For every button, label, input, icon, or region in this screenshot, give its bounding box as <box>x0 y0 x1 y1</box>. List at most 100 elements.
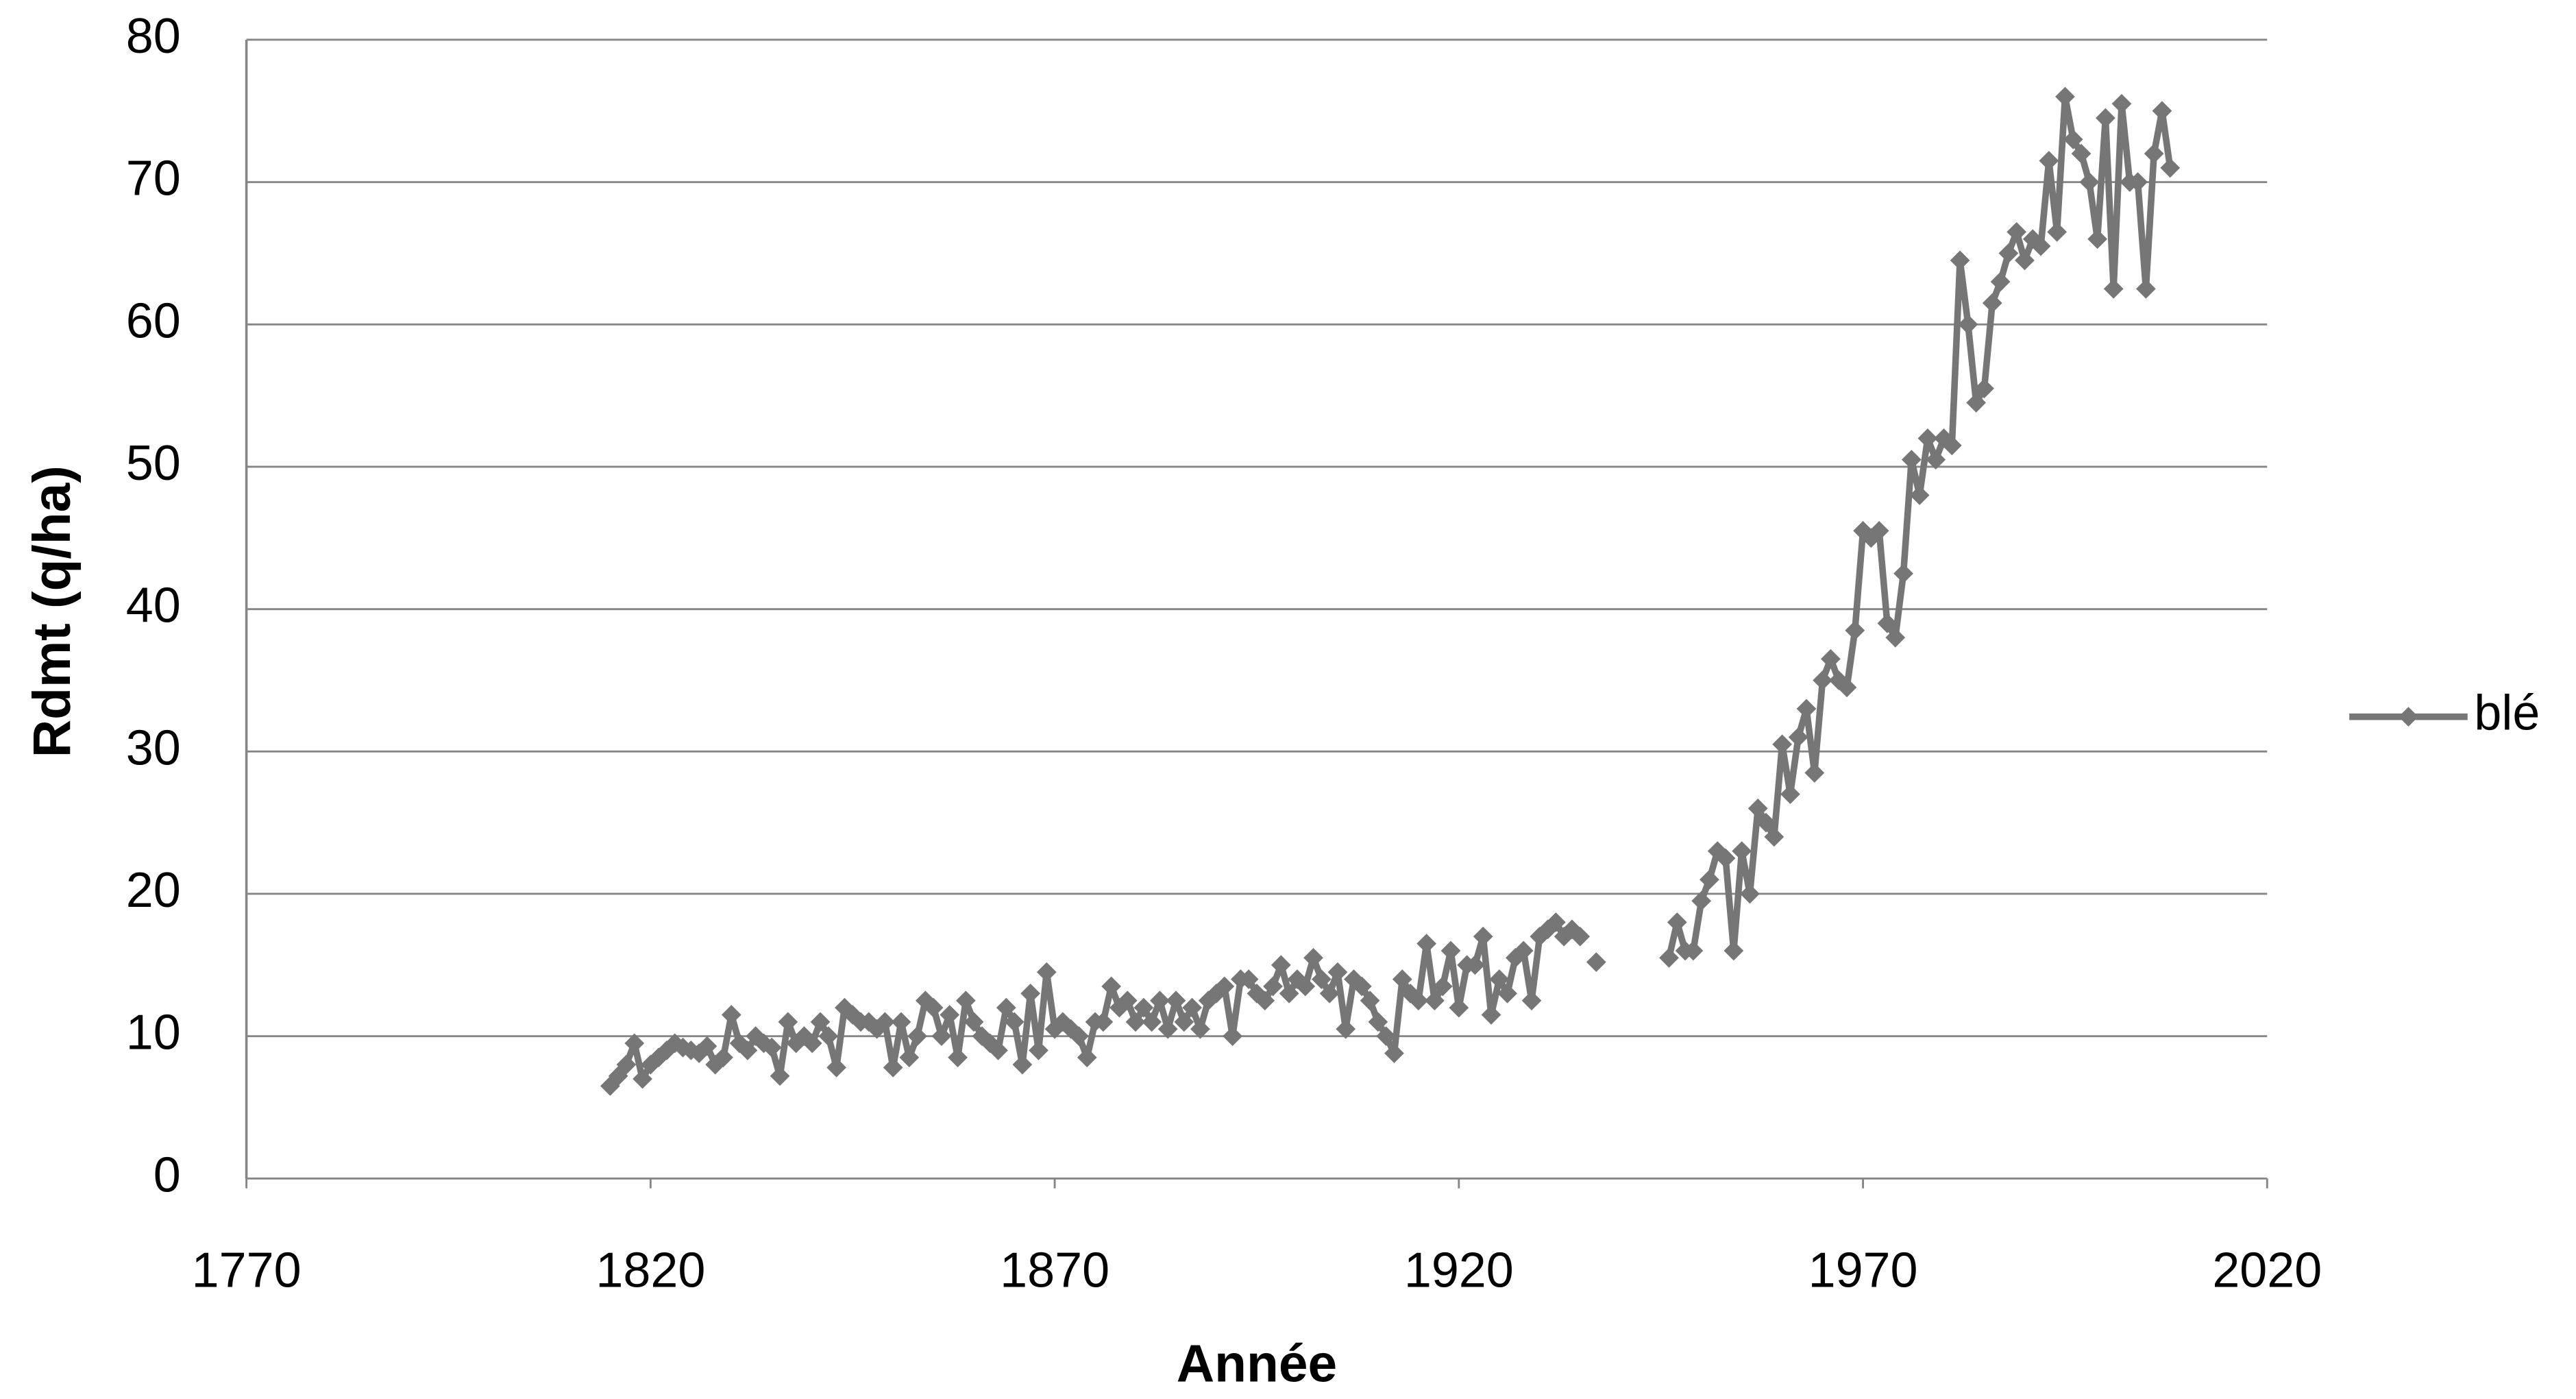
marker <box>1190 1019 1210 1039</box>
marker <box>1214 976 1235 997</box>
y-tick-label: 70 <box>126 151 181 206</box>
marker <box>1303 948 1323 968</box>
x-tick-label: 1920 <box>1404 1243 1514 1298</box>
marker <box>2039 151 2059 171</box>
marker <box>1998 243 2019 263</box>
marker <box>778 1012 798 1032</box>
marker <box>2007 221 2027 242</box>
marker <box>1238 969 1259 989</box>
y-tick-label: 60 <box>126 293 181 348</box>
marker <box>1481 1005 1501 1025</box>
y-tick-label: 20 <box>126 863 181 918</box>
marker <box>1271 955 1291 975</box>
marker <box>713 1047 733 1068</box>
legend-marker <box>2399 707 2418 727</box>
marker <box>1877 613 1898 633</box>
marker <box>1764 827 1784 847</box>
marker <box>931 1026 952 1047</box>
marker <box>940 1005 960 1025</box>
marker <box>810 1012 831 1032</box>
marker <box>737 1041 758 1060</box>
marker <box>2111 94 2132 114</box>
marker <box>1909 485 1930 505</box>
marker <box>2047 221 2068 242</box>
marker <box>1223 1026 1242 1047</box>
marker <box>1360 990 1380 1011</box>
marker <box>1408 990 1429 1011</box>
marker <box>1432 976 1453 997</box>
marker <box>624 1033 645 1054</box>
series-line <box>607 93 2174 1088</box>
marker <box>826 1057 847 1078</box>
marker <box>1901 450 1922 470</box>
marker <box>616 1054 637 1075</box>
marker <box>1893 563 1913 584</box>
marker <box>1667 912 1687 932</box>
marker <box>633 1069 652 1089</box>
marker <box>1029 1041 1048 1060</box>
marker <box>1885 627 1906 648</box>
marker <box>2063 129 2083 149</box>
marker <box>1683 940 1704 961</box>
y-axis-title: Rdmt (q/ha) <box>23 465 82 757</box>
y-tick-label: 40 <box>126 579 181 633</box>
marker <box>2015 250 2035 271</box>
marker <box>1101 976 1122 997</box>
marker <box>907 1026 927 1047</box>
marker <box>923 997 944 1018</box>
marker <box>1093 1012 1114 1032</box>
marker <box>1917 428 1938 448</box>
marker <box>1036 962 1057 982</box>
marker <box>955 990 976 1011</box>
marker <box>1020 983 1041 1003</box>
marker <box>770 1066 790 1086</box>
marker <box>1416 934 1437 954</box>
marker <box>1117 990 1138 1011</box>
marker <box>875 1012 895 1032</box>
marker <box>1990 271 2011 292</box>
marker <box>1521 990 1542 1011</box>
marker <box>891 1012 911 1032</box>
marker <box>883 1057 903 1078</box>
marker <box>988 1041 1008 1060</box>
y-tick-label: 80 <box>126 9 181 64</box>
marker <box>1166 990 1186 1011</box>
marker <box>1780 784 1800 804</box>
marker <box>1449 997 1469 1018</box>
marker <box>2152 101 2172 121</box>
marker <box>2144 143 2164 164</box>
marker <box>1255 990 1275 1011</box>
marker <box>1740 884 1760 904</box>
marker <box>2128 172 2148 193</box>
marker <box>1974 378 1994 399</box>
marker <box>1368 1012 1388 1032</box>
marker <box>1319 983 1340 1003</box>
marker <box>721 1005 741 1025</box>
marker <box>1926 450 1946 470</box>
marker <box>1351 976 1372 997</box>
marker <box>1279 983 1299 1003</box>
y-tick-label: 30 <box>126 720 181 775</box>
marker <box>1392 969 1412 989</box>
marker <box>1077 1047 1097 1068</box>
marker <box>1715 848 1736 868</box>
x-tick-label: 2020 <box>2212 1243 2322 1298</box>
marker <box>1157 1019 1178 1039</box>
marker <box>2071 143 2092 164</box>
marker <box>996 997 1016 1018</box>
marker <box>964 1012 984 1032</box>
marker <box>1263 976 1283 997</box>
marker <box>1941 435 1962 456</box>
marker <box>1586 952 1606 973</box>
marker <box>2031 236 2051 256</box>
marker <box>1174 1012 1194 1032</box>
marker <box>1869 521 1889 541</box>
marker <box>1133 997 1154 1018</box>
marker <box>1772 734 1792 755</box>
marker <box>1513 940 1534 961</box>
marker <box>697 1036 717 1056</box>
marker <box>2087 229 2107 250</box>
marker <box>1724 940 1744 961</box>
marker <box>1004 1012 1025 1032</box>
marker <box>1796 698 1817 719</box>
